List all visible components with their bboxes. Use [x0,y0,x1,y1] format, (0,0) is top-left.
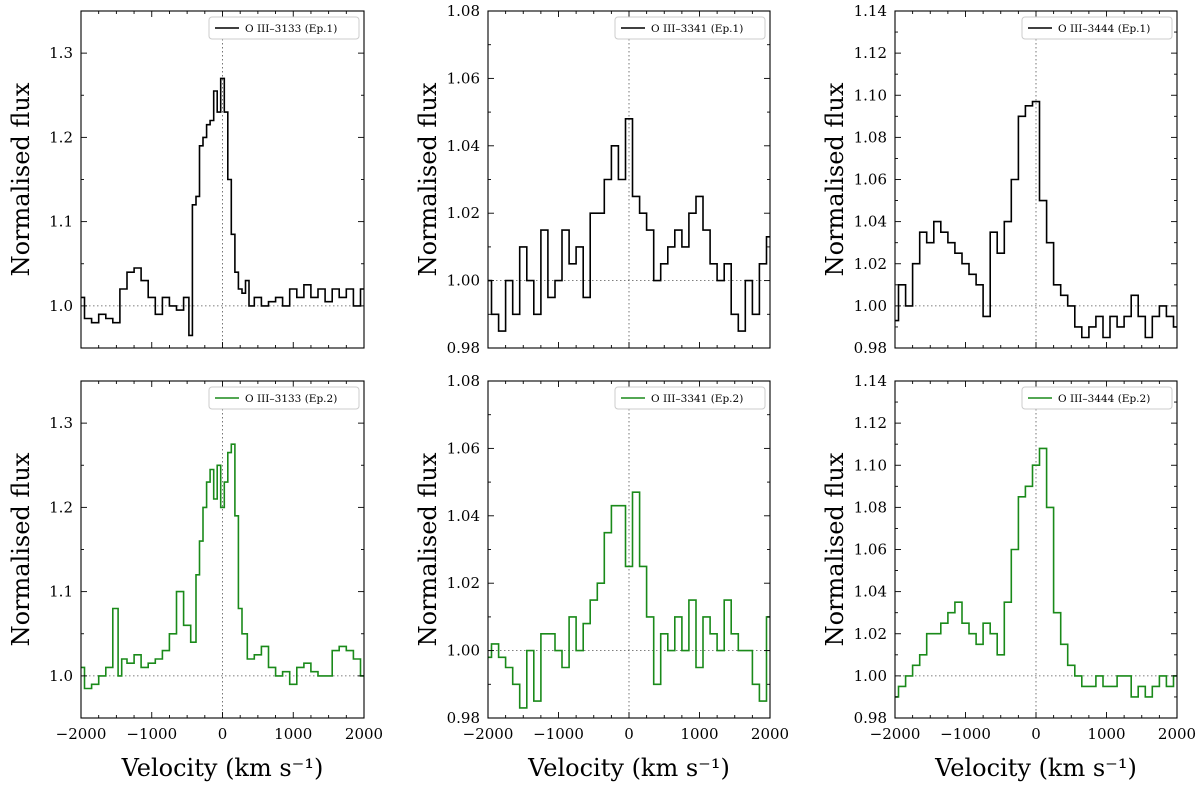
y-tick-label: 1.10 [854,456,887,474]
y-axis-title: Normalised flux [821,82,849,276]
y-tick-label: 1.14 [854,2,887,20]
spectrum-line [81,443,364,690]
x-axis-title: Velocity (km s⁻¹) [934,754,1137,782]
y-tick-label: 1.06 [854,171,887,189]
x-tick-label: 0 [1031,725,1041,743]
legend-label: O III–3341 (Ep.1) [651,23,743,35]
y-tick-label: 1.04 [447,137,480,155]
y-tick-label: 1.02 [447,204,480,222]
spectrum-line [488,118,770,332]
y-tick-label: 1.00 [447,642,480,660]
legend: O III–3444 (Ep.1) [1021,16,1173,40]
y-tick-label: 0.98 [447,339,480,357]
legend-box [614,16,766,40]
y-tick-label: 1.06 [447,69,480,87]
legend-label: O III–3444 (Ep.2) [1058,393,1150,405]
y-tick-label: 1.04 [854,583,887,601]
y-axis-title: Normalised flux [7,82,35,276]
legend: O III–3341 (Ep.1) [614,16,766,40]
x-tick-label: 0 [218,725,228,743]
y-tick-label: 1.3 [49,414,73,432]
y-tick-label: 1.08 [447,2,480,20]
y-tick-label: 0.98 [854,709,887,727]
spectrum-line [81,77,364,337]
y-tick-label: 1.06 [447,439,480,457]
x-axis-title: Velocity (km s⁻¹) [527,754,730,782]
legend-box [1021,386,1173,410]
panel-top-left: 1.0 1.1 1.2 1.3 Normalised flux O III–3133 (E… [7,10,365,349]
y-tick-label: 1.00 [854,667,887,685]
x-tick-label: 2000 [751,725,789,743]
legend-box [614,386,766,410]
spectrum-line [895,447,1177,698]
x-tick-label: −1000 [126,725,177,743]
spectrum-line [488,491,770,709]
y-tick-label: 1.08 [854,128,887,146]
y-axis-title: Normalised flux [7,452,35,646]
x-tick-label: −2000 [56,725,107,743]
x-tick-label: 1000 [1087,725,1125,743]
y-tick-label: 1.2 [49,128,73,146]
y-tick-label: 1.2 [49,498,73,516]
x-tick-label: −1000 [533,725,584,743]
legend-label: O III–3133 (Ep.1) [245,23,337,35]
x-tick-label: −2000 [870,725,921,743]
x-tick-label: 0 [624,725,634,743]
legend-label: O III–3133 (Ep.2) [245,393,337,405]
x-tick-label: −1000 [940,725,991,743]
legend-label: O III–3444 (Ep.1) [1058,23,1150,35]
x-tick-label: −2000 [463,725,514,743]
panel-top-right: 0.98 1.00 1.02 1.04 1.06 1.08 1.10 1.12 1.14 Norm… [821,2,1178,357]
y-tick-label: 1.02 [447,574,480,592]
y-tick-label: 1.1 [49,583,73,601]
y-tick-label: 1.10 [854,86,887,104]
y-tick-label: 1.00 [447,272,480,290]
y-tick-label: 1.08 [447,372,480,390]
x-tick-label: 2000 [1158,725,1196,743]
y-tick-label: 0.98 [854,339,887,357]
legend-box [208,386,360,410]
y-axis-title: Normalised flux [821,452,849,646]
y-tick-label: 1.0 [49,297,73,315]
y-tick-label: 0.98 [447,709,480,727]
legend-label: O III–3341 (Ep.2) [651,393,743,405]
x-axis-title: Velocity (km s⁻¹) [121,754,324,782]
y-axis-title: Normalised flux [414,452,442,646]
panel-bottom-left: −2000 −1000 0 1000 2000 1.0 1.1 1.2 1.3 Normalise… [7,380,383,782]
legend: O III–3133 (Ep.2) [208,386,360,410]
panel-bottom-middle: −2000 −1000 0 1000 2000 0.98 1.00 1.02 1.04 1.06 1… [414,372,789,782]
y-tick-label: 1.12 [854,414,887,432]
y-tick-label: 1.12 [854,44,887,62]
panel-top-middle: 0.98 1.00 1.02 1.04 1.06 1.08 Normalised flux O… [414,2,771,357]
y-tick-label: 1.08 [854,498,887,516]
y-tick-label: 1.14 [854,372,887,390]
x-tick-label: 1000 [680,725,718,743]
legend-box [1021,16,1173,40]
y-tick-label: 1.02 [854,255,887,273]
y-tick-label: 1.00 [854,297,887,315]
y-tick-label: 1.1 [49,213,73,231]
legend: O III–3133 (Ep.1) [208,16,360,40]
spectrum-line [895,100,1177,339]
legend: O III–3341 (Ep.2) [614,386,766,410]
y-tick-label: 1.06 [854,541,887,559]
y-tick-label: 1.04 [854,213,887,231]
y-tick-label: 1.0 [49,667,73,685]
panel-bottom-right: −2000 −1000 0 1000 2000 0.98 1.00 1.02 1.04 1.06 1… [821,372,1196,782]
legend: O III–3444 (Ep.2) [1021,386,1173,410]
y-tick-label: 1.3 [49,44,73,62]
x-tick-label: 2000 [345,725,383,743]
x-tick-label: 1000 [274,725,312,743]
y-axis-title: Normalised flux [414,82,442,276]
y-tick-label: 1.02 [854,625,887,643]
legend-box [208,16,360,40]
y-tick-label: 1.04 [447,507,480,525]
